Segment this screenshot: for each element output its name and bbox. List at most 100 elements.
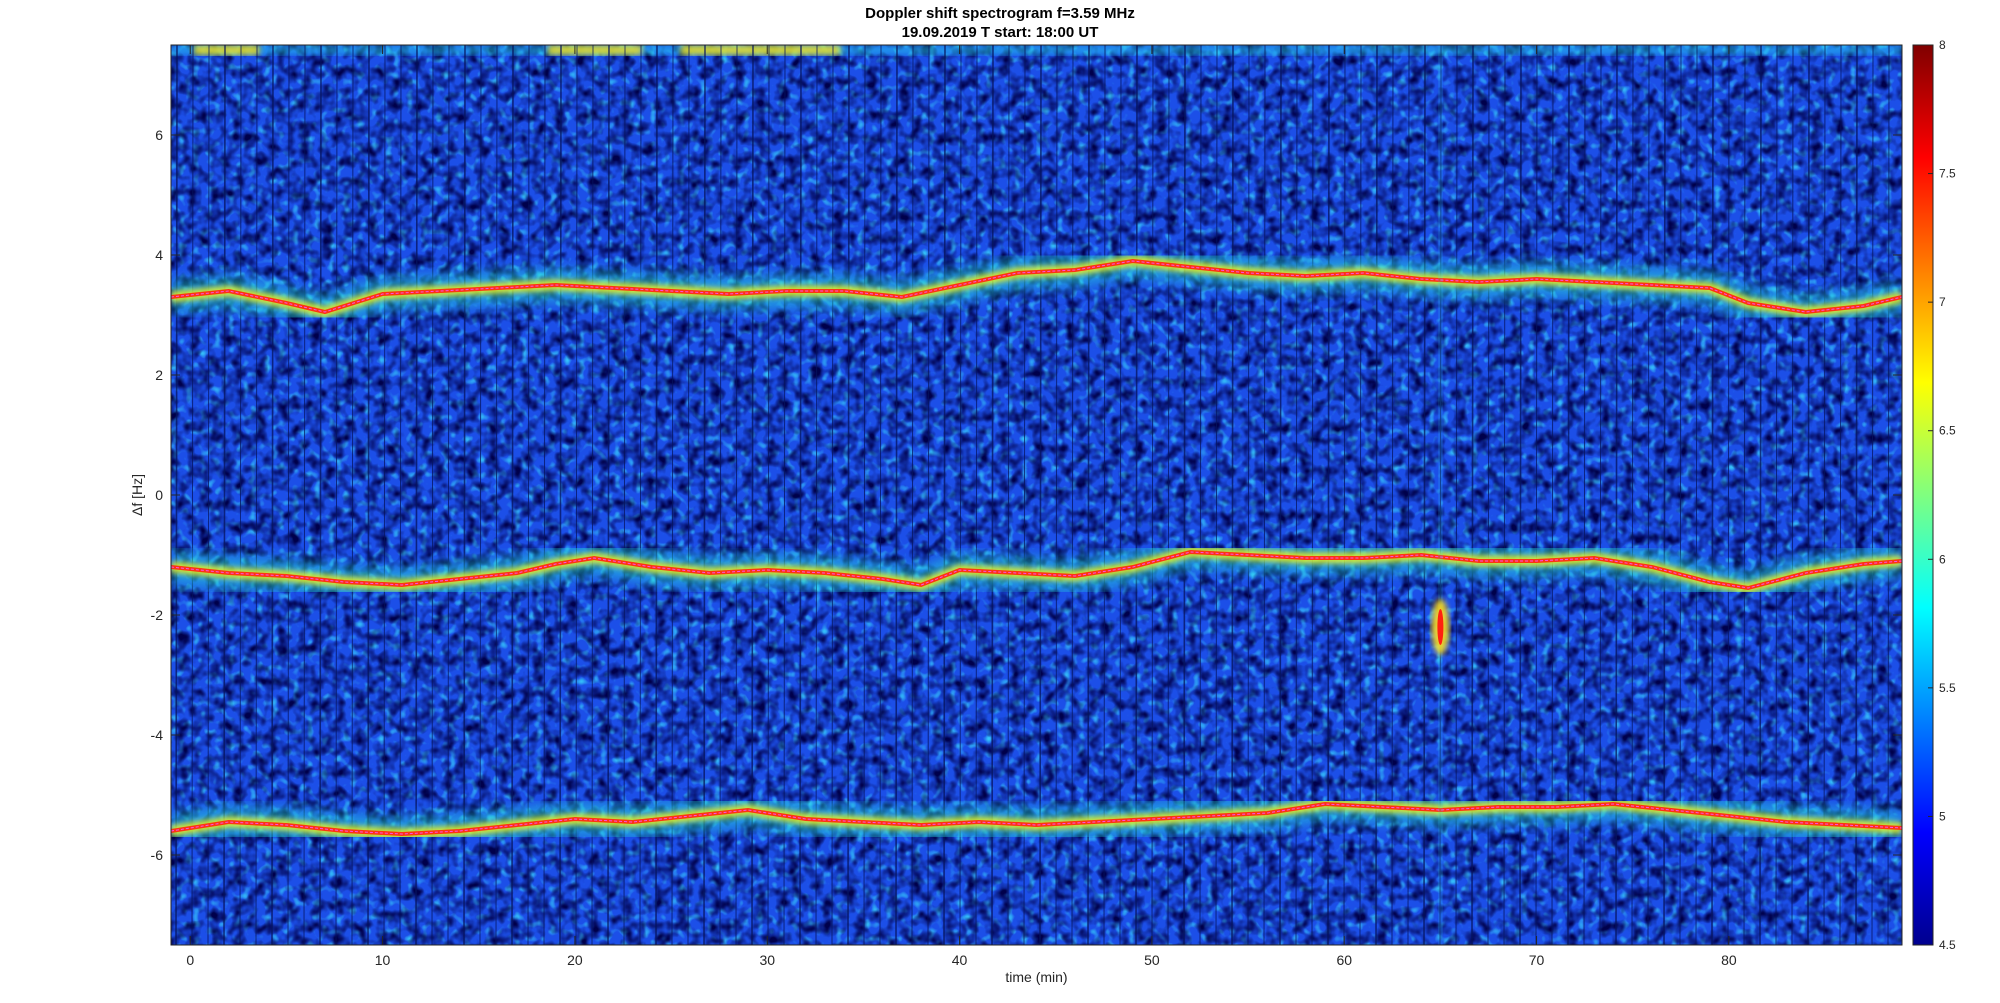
x-tick-label: 60	[1336, 952, 1352, 968]
stripe-artifact	[831, 45, 834, 945]
stripe-artifact	[943, 45, 946, 945]
stripe-artifact	[511, 45, 514, 945]
stripe-artifact	[719, 45, 722, 945]
stripe-artifact	[1087, 45, 1090, 945]
y-tick-label: 0	[155, 487, 163, 503]
stripe-artifact	[799, 45, 802, 945]
colorbar-tick-label: 5.5	[1939, 681, 1956, 695]
stripe-artifact	[1855, 45, 1858, 945]
stripe-artifact	[655, 45, 658, 945]
stripe-artifact	[1743, 45, 1746, 945]
x-tick-label: 10	[375, 952, 391, 968]
colorbar-tick-label: 7.5	[1939, 167, 1956, 181]
stripe-artifact	[351, 45, 354, 945]
stripe-artifact	[1007, 45, 1010, 945]
x-tick-label: 70	[1529, 952, 1545, 968]
x-tick-label: 0	[186, 952, 194, 968]
stripe-artifact	[1887, 45, 1890, 945]
stripe-artifact	[879, 45, 882, 945]
stripe-artifact	[687, 45, 690, 945]
stripe-artifact	[1247, 45, 1250, 945]
spike-column	[1438, 45, 1443, 945]
x-tick-label: 30	[759, 952, 775, 968]
stripe-artifact	[287, 45, 290, 945]
stripe-artifact	[671, 45, 674, 945]
stripe-artifact	[559, 45, 562, 945]
stripe-artifact	[1055, 45, 1058, 945]
stripe-artifact	[1791, 45, 1794, 945]
y-tick-label: 6	[155, 127, 163, 143]
stripe-artifact	[959, 45, 962, 945]
trace-core	[171, 549, 1902, 591]
stripe-artifact	[607, 45, 610, 945]
stripe-artifact	[495, 45, 498, 945]
spectrogram-heatmap	[171, 45, 1902, 945]
stripe-artifact	[255, 45, 258, 945]
y-tick-label: -2	[151, 607, 164, 623]
stripe-artifact	[927, 45, 930, 945]
stripe-artifact	[1711, 45, 1714, 945]
stripe-artifact	[815, 45, 818, 945]
y-tick-label: -4	[151, 727, 164, 743]
stripe-artifact	[191, 45, 194, 945]
top-band-glow	[171, 45, 1902, 55]
stripe-artifact	[1695, 45, 1698, 945]
stripe-artifact	[767, 45, 770, 945]
stripe-artifact	[1135, 45, 1138, 945]
stripe-artifact	[207, 45, 210, 945]
stripe-artifact	[415, 45, 418, 945]
stripe-artifact	[543, 45, 546, 945]
stripe-artifact	[1119, 45, 1122, 945]
y-tick-label: 4	[155, 247, 163, 263]
stripe-artifact	[703, 45, 706, 945]
spike-core	[1437, 609, 1444, 645]
stripe-artifact	[783, 45, 786, 945]
stripe-artifact	[367, 45, 370, 945]
stripe-artifact	[1807, 45, 1810, 945]
stripe-artifact	[223, 45, 226, 945]
stripe-artifact	[895, 45, 898, 945]
x-axis-label: time (min)	[1005, 969, 1067, 985]
stripe-artifact	[399, 45, 402, 945]
stripe-artifact	[911, 45, 914, 945]
trace-fit-line	[171, 803, 1902, 835]
stripe-artifact	[1263, 45, 1266, 945]
stripe-artifact	[303, 45, 306, 945]
colorbar: 4.5 5 5.5 6 6.5 7 7.5 8	[1912, 38, 1956, 952]
colorbar-tick-label: 5	[1939, 809, 1946, 823]
stripe-artifact	[1215, 45, 1218, 945]
stripe-artifact	[1727, 45, 1730, 945]
stripe-artifact	[1871, 45, 1874, 945]
stripe-artifact	[991, 45, 994, 945]
stripe-artifact	[383, 45, 386, 945]
colorbar-tick-label: 6.5	[1939, 424, 1956, 438]
stripe-artifact	[1071, 45, 1074, 945]
stripe-artifact	[1023, 45, 1026, 945]
stripe-artifact	[335, 45, 338, 945]
stripe-artifact	[1183, 45, 1186, 945]
x-tick-label: 80	[1721, 952, 1737, 968]
y-tick-label: 2	[155, 367, 163, 383]
top-band-segment	[547, 45, 643, 55]
axes: 0 10 20 30 40 50 60 70 80 -6 -4 -2 0 2 4 6 time (min) Δf …	[129, 44, 1903, 985]
top-band-segment	[194, 45, 260, 55]
stripe-artifact	[463, 45, 466, 945]
stripe-artifact	[591, 45, 594, 945]
stripe-artifact	[1199, 45, 1202, 945]
y-tick-label: -6	[151, 847, 164, 863]
stripe-artifact	[847, 45, 850, 945]
top-band-segment	[680, 45, 841, 55]
stripe-artifact	[431, 45, 434, 945]
stripe-artifact	[1775, 45, 1778, 945]
stripe-artifact	[271, 45, 274, 945]
stripe-artifact	[1167, 45, 1170, 945]
stripe-artifact	[863, 45, 866, 945]
colorbar-gradient	[1912, 44, 1934, 946]
x-tick-label: 40	[952, 952, 968, 968]
stripe-artifact	[1839, 45, 1842, 945]
stripe-artifact	[239, 45, 242, 945]
stripe-artifact	[1151, 45, 1154, 945]
stripe-artifact	[319, 45, 322, 945]
stripe-artifact	[1231, 45, 1234, 945]
